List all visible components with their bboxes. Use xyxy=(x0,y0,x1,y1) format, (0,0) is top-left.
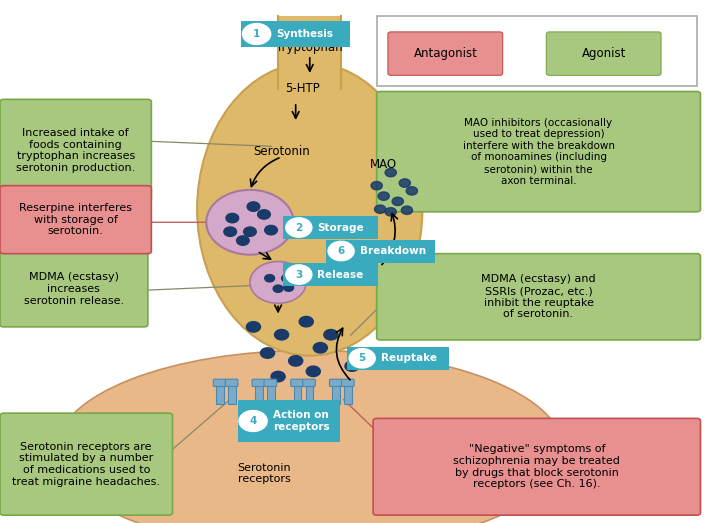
FancyBboxPatch shape xyxy=(546,32,661,75)
Circle shape xyxy=(250,262,306,303)
Text: 5-HTP: 5-HTP xyxy=(285,83,320,95)
Text: Reuptake: Reuptake xyxy=(381,353,437,363)
Circle shape xyxy=(313,343,327,353)
FancyBboxPatch shape xyxy=(0,413,172,515)
FancyBboxPatch shape xyxy=(225,379,238,386)
Circle shape xyxy=(260,348,275,358)
FancyBboxPatch shape xyxy=(252,379,265,386)
Circle shape xyxy=(378,192,389,200)
Bar xyxy=(228,384,236,404)
Text: Breakdown: Breakdown xyxy=(360,246,426,256)
Circle shape xyxy=(247,202,260,211)
Text: Release: Release xyxy=(318,269,364,280)
Text: Storage: Storage xyxy=(318,222,364,233)
Circle shape xyxy=(385,208,396,216)
Circle shape xyxy=(282,275,291,282)
Circle shape xyxy=(349,349,375,368)
FancyBboxPatch shape xyxy=(346,347,449,370)
FancyBboxPatch shape xyxy=(377,92,700,212)
Text: 4: 4 xyxy=(249,416,257,426)
FancyBboxPatch shape xyxy=(264,379,277,386)
Bar xyxy=(294,384,301,404)
Circle shape xyxy=(385,168,396,177)
Polygon shape xyxy=(278,16,341,89)
Text: MAO: MAO xyxy=(370,158,397,171)
Circle shape xyxy=(286,265,312,284)
Circle shape xyxy=(392,197,403,206)
Circle shape xyxy=(399,179,410,187)
Text: MDMA (ecstasy)
increases
serotonin release.: MDMA (ecstasy) increases serotonin relea… xyxy=(24,272,124,305)
Circle shape xyxy=(275,329,289,340)
Circle shape xyxy=(401,206,413,214)
Text: MAO inhibitors (occasionally
used to treat depression)
interfere with the breakd: MAO inhibitors (occasionally used to tre… xyxy=(463,118,615,186)
Circle shape xyxy=(246,322,260,332)
Text: MDMA (ecstasy) and
SSRIs (Prozac, etc.)
inhibit the reuptake
of serotonin.: MDMA (ecstasy) and SSRIs (Prozac, etc.) … xyxy=(482,275,596,319)
Text: 1: 1 xyxy=(253,29,260,39)
Circle shape xyxy=(328,242,354,260)
FancyBboxPatch shape xyxy=(237,400,339,442)
Text: Tryptophan: Tryptophan xyxy=(277,41,343,53)
Text: 2: 2 xyxy=(295,222,303,233)
FancyBboxPatch shape xyxy=(325,240,435,263)
Circle shape xyxy=(371,181,382,190)
Circle shape xyxy=(224,227,237,236)
Circle shape xyxy=(273,285,283,292)
FancyBboxPatch shape xyxy=(291,379,303,386)
Bar xyxy=(255,384,263,404)
FancyBboxPatch shape xyxy=(303,379,315,386)
Bar xyxy=(332,384,340,404)
Circle shape xyxy=(237,236,249,245)
FancyBboxPatch shape xyxy=(283,216,379,239)
FancyBboxPatch shape xyxy=(241,21,350,47)
Text: Action on
receptors: Action on receptors xyxy=(273,410,329,432)
Bar xyxy=(344,384,352,404)
Circle shape xyxy=(375,205,386,213)
Circle shape xyxy=(226,213,239,223)
FancyBboxPatch shape xyxy=(373,418,700,515)
Text: Serotonin: Serotonin xyxy=(253,145,310,158)
Circle shape xyxy=(284,284,294,291)
FancyBboxPatch shape xyxy=(0,99,151,201)
Circle shape xyxy=(406,187,417,195)
Circle shape xyxy=(242,24,270,44)
FancyBboxPatch shape xyxy=(213,379,226,386)
Text: Antagonist: Antagonist xyxy=(414,47,477,60)
FancyBboxPatch shape xyxy=(329,379,342,386)
Ellipse shape xyxy=(197,63,422,356)
Bar xyxy=(267,384,275,404)
Circle shape xyxy=(206,190,294,255)
Text: Serotonin
receptors: Serotonin receptors xyxy=(237,462,291,484)
Circle shape xyxy=(258,210,270,219)
Circle shape xyxy=(306,366,320,377)
Text: 5: 5 xyxy=(358,353,366,363)
FancyBboxPatch shape xyxy=(388,32,503,75)
FancyBboxPatch shape xyxy=(0,251,148,327)
Circle shape xyxy=(265,225,277,235)
FancyBboxPatch shape xyxy=(283,263,379,286)
Text: Synthesis: Synthesis xyxy=(276,29,333,39)
FancyBboxPatch shape xyxy=(341,379,354,386)
Circle shape xyxy=(265,275,275,282)
Text: Increased intake of
foods containing
tryptophan increases
serotonin production.: Increased intake of foods containing try… xyxy=(16,128,135,173)
Circle shape xyxy=(286,218,312,237)
Bar xyxy=(216,384,224,404)
Text: Agonist: Agonist xyxy=(582,47,627,60)
FancyBboxPatch shape xyxy=(377,16,697,86)
Circle shape xyxy=(239,411,268,431)
Circle shape xyxy=(345,361,359,371)
Text: Reserpine interferes
with storage of
serotonin.: Reserpine interferes with storage of ser… xyxy=(19,203,132,236)
Text: 6: 6 xyxy=(337,246,345,256)
Text: Serotonin receptors are
stimulated by a number
of medications used to
treat migr: Serotonin receptors are stimulated by a … xyxy=(12,442,161,486)
Bar xyxy=(306,384,313,404)
Ellipse shape xyxy=(56,350,563,523)
FancyBboxPatch shape xyxy=(0,186,151,254)
Circle shape xyxy=(244,227,256,236)
Circle shape xyxy=(324,329,338,340)
Circle shape xyxy=(299,316,313,327)
Text: "Negative" symptoms of
schizophrenia may be treated
by drugs that block serotoni: "Negative" symptoms of schizophrenia may… xyxy=(453,445,620,489)
Circle shape xyxy=(271,371,285,382)
Circle shape xyxy=(289,356,303,366)
Text: 3: 3 xyxy=(295,269,303,280)
FancyBboxPatch shape xyxy=(377,254,700,340)
